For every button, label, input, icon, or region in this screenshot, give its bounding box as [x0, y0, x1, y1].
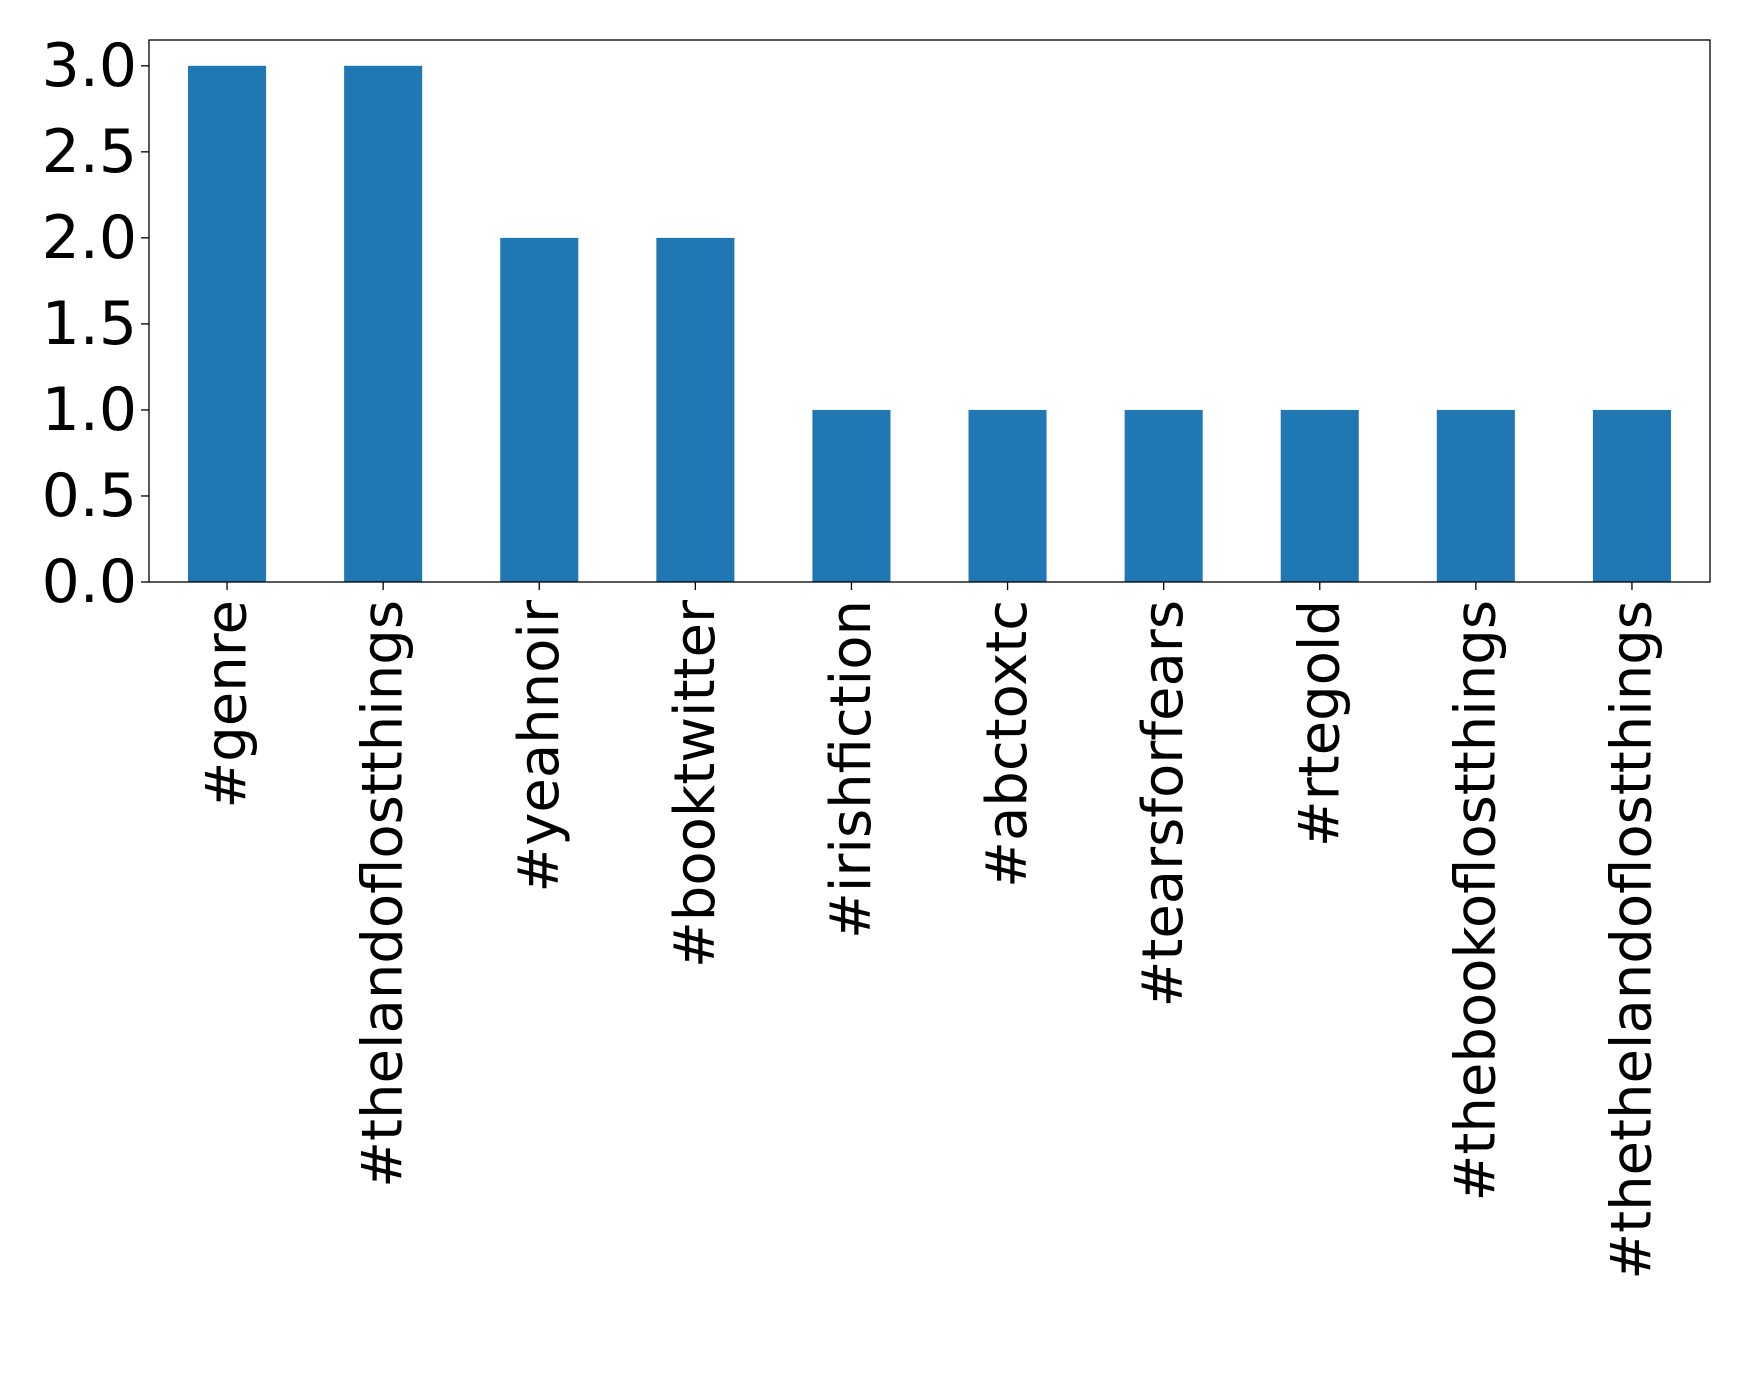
x-tick-label: #irishfiction: [819, 600, 884, 939]
bar-yeahnoir: [500, 237, 579, 582]
x-tick-label: #booktwitter: [663, 599, 728, 968]
y-axis-ticks: 0.0 0.5 1.0 1.5 2.0 2.5 3.0: [42, 31, 149, 617]
y-tick-label: 1.0: [42, 375, 137, 445]
y-tick-label: 2.5: [42, 117, 137, 187]
x-tick-label: #thebookoflostthings: [1443, 600, 1508, 1201]
bar-abctoxtc: [968, 409, 1047, 582]
y-tick-label: 2.0: [42, 203, 137, 273]
x-tick-label: #thelandoflostthings: [351, 600, 416, 1188]
plot-frame: [148, 39, 1711, 583]
x-tick-label: #rtegold: [1287, 600, 1352, 847]
y-tick-label: 1.5: [42, 289, 137, 359]
x-tick-label: #tearsforfears: [1131, 600, 1196, 1008]
bar-tearsforfears: [1124, 409, 1203, 582]
y-tick-label: 3.0: [42, 31, 137, 101]
x-tick-label: #abctoxtc: [975, 600, 1040, 888]
bar-thebookoflostthings: [1436, 409, 1515, 582]
bars-layer: [188, 65, 1671, 582]
bar-thethelandoflostthings: [1592, 409, 1671, 582]
y-tick-label: 0.0: [42, 547, 137, 617]
y-tick-label: 0.5: [42, 461, 137, 531]
x-tick-label: #genre: [195, 600, 260, 809]
x-tick-label: #thethelandoflostthings: [1599, 600, 1664, 1280]
x-tick-label: #yeahnoir: [507, 599, 572, 893]
axes-layer: [148, 39, 1711, 583]
bar-booktwitter: [656, 237, 735, 582]
bar-irishfiction: [812, 409, 891, 582]
x-axis-ticks: #genre #thelandoflostthings #yeahnoir #book…: [195, 582, 1664, 1280]
bar-rtegold: [1280, 409, 1359, 582]
bar-thelandoflostthings: [344, 65, 423, 582]
bar-genre: [188, 65, 267, 582]
